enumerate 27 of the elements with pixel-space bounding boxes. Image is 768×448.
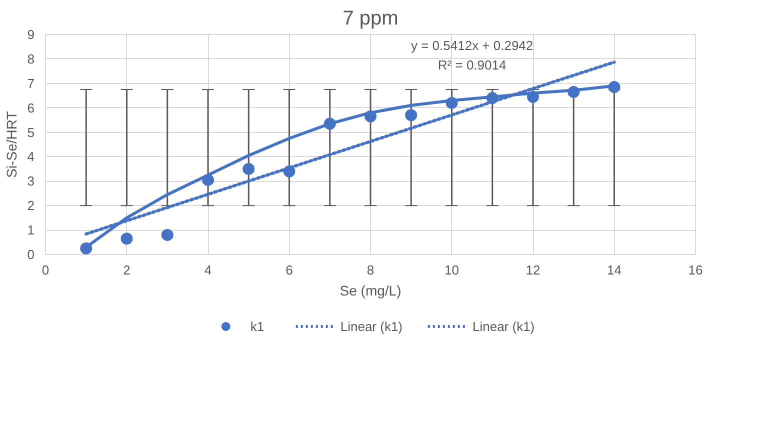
y-tick-label: 6	[27, 100, 35, 116]
y-tick-label: 9	[27, 27, 35, 42]
y-tick-label: 5	[27, 124, 35, 140]
y-tick-label: 1	[27, 222, 35, 238]
y-tick-label: 7	[27, 76, 35, 91]
annotation: y = 0.5412x + 0.2942	[410, 38, 534, 53]
legend-label: Linear (k1)	[340, 318, 402, 334]
x-tick-label: 8	[366, 262, 374, 278]
x-tick-label: 16	[688, 262, 703, 278]
x-tick-label: 12	[526, 262, 540, 278]
x-tick-label: 2	[123, 262, 130, 278]
y-tick-label: 0	[27, 247, 35, 262]
chart-title: 7 ppm	[342, 8, 398, 30]
y-tick-label: 4	[27, 149, 35, 164]
y-tick-label: 8	[27, 51, 35, 66]
legend-label: k1	[250, 318, 266, 334]
x-tick-label: 6	[286, 262, 293, 278]
legend-label: Linear (k1)	[472, 318, 535, 334]
y-tick-label: 2	[27, 198, 35, 214]
x-axis-title: Se (mg/L)	[340, 282, 402, 298]
x-tick-label: 14	[607, 262, 622, 278]
y-axis-title: Si-Se/HRT	[3, 110, 20, 178]
annotation: R² = 0.9014	[438, 58, 506, 73]
x-tick-label: 0	[42, 262, 50, 278]
x-tick-label: 10	[444, 262, 459, 278]
x-tick-label: 4	[204, 262, 212, 278]
y-tick-label: 3	[27, 174, 35, 189]
